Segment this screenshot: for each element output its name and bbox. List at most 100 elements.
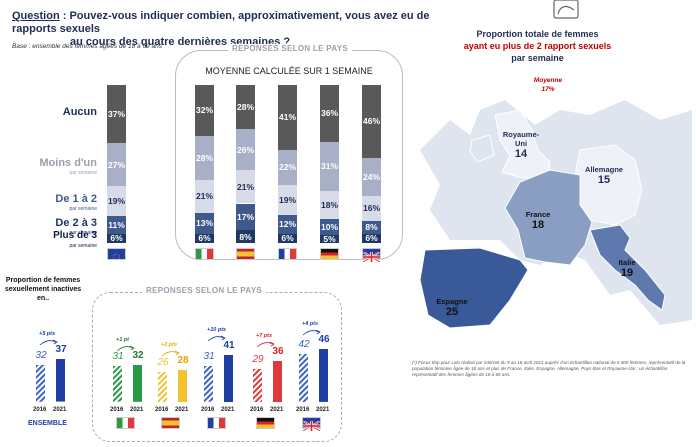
row-label-1: Moins d'un par semaine xyxy=(39,156,97,176)
bar-2021-espagne xyxy=(178,369,187,402)
year-2016-ensemble: 2016 xyxy=(33,407,47,413)
stack-royaume-uni: 46% 24% 16% 8% 6% xyxy=(362,85,381,243)
change-ensemble: +5 pts xyxy=(39,331,56,338)
bar-2021-allemagne xyxy=(273,360,282,402)
italy-shape xyxy=(589,224,666,311)
map-label-2: France 18 xyxy=(507,210,569,231)
bar-2016-espagne-label: 26 xyxy=(157,357,169,369)
bar-2016-italie-label: 31 xyxy=(112,351,124,363)
row-label-4: Plus de 3 par semaine xyxy=(53,230,97,250)
segment-ensemble-0: 37% xyxy=(107,85,126,144)
map-country-name: Espagne xyxy=(436,297,468,306)
change-france: +10 pts xyxy=(207,326,227,333)
segment-france-1: 22% xyxy=(278,149,297,185)
ifop-logo-icon xyxy=(548,0,584,22)
bottom-flag-es-icon xyxy=(161,417,180,429)
year-2016-espagne: 2016 xyxy=(155,407,169,413)
bar-2016-italie xyxy=(113,366,122,402)
bar-2021-ensemble-label: 37 xyxy=(55,344,67,356)
question-body: : Pouvez-vous indiquer combien, approxim… xyxy=(12,10,430,35)
france-shape xyxy=(504,169,593,266)
map-country-value: 18 xyxy=(531,219,545,231)
change-arrow-icon xyxy=(256,341,275,347)
segment-espagne-3: 17% xyxy=(236,203,255,231)
flag-es-icon xyxy=(236,248,255,260)
year-2021-allemagne: 2021 xyxy=(270,407,284,413)
change-arrow-icon xyxy=(161,350,180,357)
segment-france-2: 19% xyxy=(278,184,297,215)
stack-espagne: 28% 26% 21% 17% 8% xyxy=(236,85,255,243)
bar-2016-royaume-uni-label: 42 xyxy=(298,338,310,350)
segment-italie-3: 13% xyxy=(195,212,214,234)
bottom-flag-de-icon xyxy=(256,417,275,429)
segment-espagne-2: 21% xyxy=(236,170,255,204)
segment-espagne-1: 26% xyxy=(236,129,255,171)
map-label-1: Allemagne 15 xyxy=(573,165,635,186)
bar-2021-royaume-uni xyxy=(319,349,328,402)
segment-ensemble-3: 11% xyxy=(107,216,126,234)
map-title-1: Proportion totale de femmes xyxy=(476,29,599,39)
bar-2021-italie xyxy=(133,365,142,402)
map-country-value: 19 xyxy=(620,267,634,279)
segment-ensemble-2: 19% xyxy=(107,186,126,217)
map-title-2: ayant eu plus de 2 rapport sexuels xyxy=(463,41,612,51)
europe-map xyxy=(419,100,692,329)
map-country-name: Allemagne xyxy=(585,165,623,174)
flag-de-icon xyxy=(320,248,339,260)
bottom-flag-fr-icon xyxy=(207,417,226,429)
segment-france-0: 41% xyxy=(278,85,297,150)
left-subheader: MOYENNE CALCULÉE SUR 1 SEMAINE xyxy=(205,66,373,76)
ireland-shape xyxy=(469,134,495,163)
flag-fr-icon xyxy=(278,248,297,260)
flag-eu-icon xyxy=(107,248,126,261)
segment-france-3: 12% xyxy=(278,214,297,234)
bottom-header: REPONSES SELON LE PAYS xyxy=(142,286,266,295)
segment-royaume-uni-2: 16% xyxy=(362,195,381,221)
map-label-3: Italie 19 xyxy=(596,258,658,279)
row-label-2: De 1 à 2 par semaine xyxy=(55,193,97,213)
segment-espagne-4: 8% xyxy=(236,230,255,243)
row-label-3: De 2 à 3 par semaine xyxy=(55,216,97,236)
bottom-flag-it-icon xyxy=(116,417,135,429)
map-country-value: 15 xyxy=(597,174,611,186)
ensemble-label: ENSEMBLE xyxy=(28,420,67,427)
segment-italie-1: 28% xyxy=(195,135,214,180)
map-country-name: France xyxy=(525,210,551,219)
bar-2016-france xyxy=(204,366,213,402)
stack-ensemble: 37% 27% 19% 11% 6% xyxy=(107,85,126,243)
bar-2021-ensemble xyxy=(56,359,65,402)
segment-espagne-0: 28% xyxy=(236,85,255,130)
year-2021-italie: 2021 xyxy=(130,407,144,413)
segment-royaume-uni-1: 24% xyxy=(362,157,381,196)
year-2021-royaume-uni: 2021 xyxy=(316,407,330,413)
bar-2021-allemagne-label: 36 xyxy=(272,345,284,357)
change-italie: +1 pt xyxy=(116,337,129,344)
segment-ensemble-4: 6% xyxy=(107,233,126,243)
segment-royaume-uni-3: 8% xyxy=(362,220,381,234)
bar-2016-ensemble-label: 32 xyxy=(35,350,47,362)
bar-2016-france-label: 31 xyxy=(203,351,215,363)
bar-2021-espagne-label: 28 xyxy=(177,354,189,366)
year-2016-italie: 2016 xyxy=(110,407,124,413)
change-arrow-icon xyxy=(116,345,135,352)
map-country-value: 14 xyxy=(514,148,528,160)
year-2021-france: 2021 xyxy=(221,407,235,413)
base-note: Base : ensemble des femmes âgées de 18 à… xyxy=(12,43,162,50)
year-2021-ensemble: 2021 xyxy=(53,407,67,413)
change-arrow-icon xyxy=(207,335,226,342)
bar-2016-allemagne-label: 29 xyxy=(252,353,264,365)
bottom-flag-uk-icon xyxy=(302,417,321,432)
row-label-0: Aucun xyxy=(62,106,97,119)
map-country-name: Royaume-Uni xyxy=(502,130,540,148)
bar-2021-france-label: 41 xyxy=(223,339,235,351)
stack-france: 41% 22% 19% 12% 6% xyxy=(278,85,297,243)
map-average: Moyenne 17% xyxy=(520,76,576,94)
change-arrow-icon xyxy=(39,340,58,346)
segment-allemagne-2: 18% xyxy=(320,190,339,220)
bar-2021-italie-label: 32 xyxy=(132,350,144,362)
map-title-3: par semaine xyxy=(511,53,564,63)
map-title: Proportion totale de femmes ayant eu plu… xyxy=(440,28,635,64)
bar-2016-ensemble xyxy=(36,365,45,402)
bar-2016-espagne xyxy=(158,372,167,402)
segment-allemagne-1: 31% xyxy=(320,141,339,191)
